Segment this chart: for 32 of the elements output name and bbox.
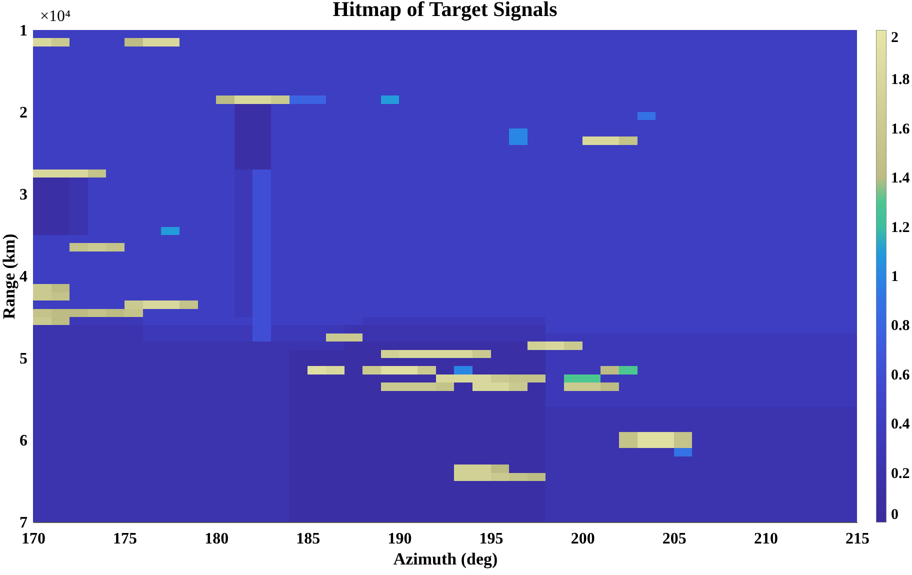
color-bar-label: 2 <box>891 30 898 46</box>
color-bar-label: 0 <box>891 507 898 523</box>
color-bar-label: 1.4 <box>891 170 910 187</box>
y-axis-title: Range (km) <box>0 234 18 320</box>
x-tick-label: 175 <box>113 530 138 548</box>
y-tick-label: 6 <box>20 432 28 450</box>
y-tick-label: 3 <box>20 186 28 204</box>
x-tick-label: 170 <box>22 530 46 548</box>
x-axis-title: Azimuth (deg) <box>393 550 498 568</box>
color-bar-label: 0.6 <box>891 367 910 384</box>
color-bar-label: 0.2 <box>891 466 910 482</box>
x-tick-label: 195 <box>479 530 504 548</box>
x-tick-label: 215 <box>846 530 870 548</box>
text: ×10⁴ <box>40 8 72 25</box>
color-bar-label: 1.8 <box>891 72 910 88</box>
y-tick-label: 4 <box>20 268 28 286</box>
y-tick-label: 5 <box>20 350 28 368</box>
x-tick-label: 190 <box>388 530 412 548</box>
y-tick-label: 2 <box>20 104 28 122</box>
x-tick-label: 180 <box>204 530 229 548</box>
color-bar-label: 0.8 <box>891 318 910 334</box>
color-bar-label: 1 <box>891 269 898 285</box>
x-tick-label: 200 <box>570 530 595 548</box>
x-tick-label: 210 <box>754 530 778 548</box>
chart-title: Hitmap of Target Signals <box>332 0 558 21</box>
y-tick-label: 1 <box>20 22 28 40</box>
x-tick-label: 205 <box>662 530 686 548</box>
color-bar-label: 1.2 <box>891 220 910 236</box>
color-bar-label: 1.6 <box>891 121 910 138</box>
x-tick-label: 185 <box>296 530 320 548</box>
color-bar-label: 0.4 <box>891 416 910 433</box>
y-tick-label: 7 <box>20 514 28 532</box>
